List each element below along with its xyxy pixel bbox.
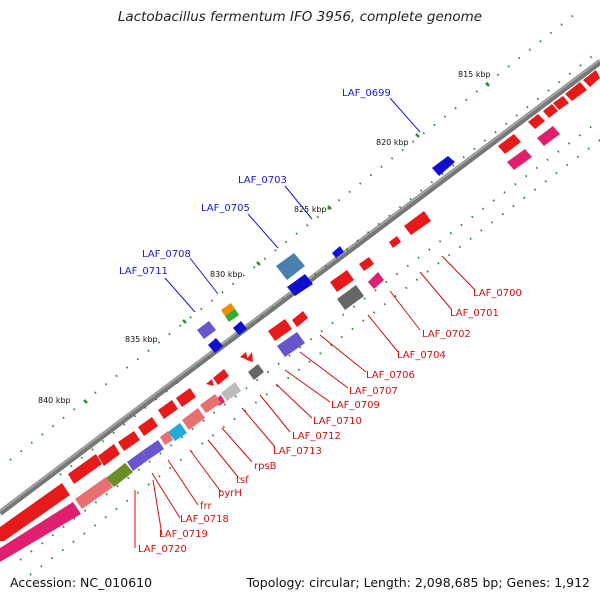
- tick-label-835: 835 kbp: [125, 335, 158, 344]
- map-title: Lactobacillus fermentum IFO 3956, comple…: [117, 9, 483, 25]
- label-LAF_0707: LAF_0707: [349, 386, 398, 397]
- tick-label-840: 840 kbp: [38, 396, 71, 405]
- tick-label-830: 830 kbp: [210, 270, 243, 279]
- label-LAF_0699: LAF_0699: [342, 88, 391, 99]
- tick-label-815: 815 kbp: [458, 70, 491, 79]
- gene-LAF_0719[interactable]: [106, 463, 133, 487]
- gene-LAF_0702[interactable]: [359, 257, 374, 271]
- tick-marks: [83, 82, 490, 404]
- label-LAF_0701: LAF_0701: [450, 308, 499, 319]
- gene-LAF_0706[interactable]: [337, 285, 364, 310]
- gene-LAF_0703[interactable]: [332, 246, 344, 258]
- gene-LAF_0700[interactable]: [404, 211, 431, 235]
- gene-LAF_0713[interactable]: [221, 382, 241, 401]
- gene-LAF_0710[interactable]: [246, 352, 253, 362]
- gene-LAF_0707[interactable]: [268, 319, 292, 341]
- accession-text: Accession: NC_010610: [10, 575, 153, 590]
- label-LAF_0703: LAF_0703: [238, 175, 287, 186]
- label-LAF_0720: LAF_0720: [138, 544, 187, 555]
- gene-frr[interactable]: [160, 431, 173, 445]
- genes-upper: [197, 156, 455, 353]
- label-pyrH: pyrH: [218, 488, 242, 499]
- gene-pyrH[interactable]: [168, 423, 187, 441]
- label-rpsB: rpsB: [254, 461, 277, 472]
- label-LAF_0719: LAF_0719: [159, 529, 208, 540]
- gene-LAF_0708[interactable]: [221, 303, 235, 316]
- label-LAF_0700: LAF_0700: [473, 288, 522, 299]
- gene-tsf[interactable]: [182, 408, 205, 430]
- label-LAF_0708: LAF_0708: [142, 249, 191, 260]
- leader-lines-lower: [134, 255, 476, 548]
- gene-LAF_0711[interactable]: [197, 321, 216, 339]
- label-LAF_0710: LAF_0710: [313, 416, 362, 427]
- gene-LAF_0709[interactable]: [240, 352, 248, 360]
- tick-label-820: 820 kbp: [376, 138, 409, 147]
- label-LAF_0702: LAF_0702: [422, 329, 471, 340]
- gene-LAF_0704[interactable]: [330, 270, 354, 292]
- label-LAF_0704: LAF_0704: [397, 350, 446, 361]
- genes-lower: [0, 70, 600, 562]
- gene-rpsB[interactable]: [200, 394, 221, 413]
- gene-LAF_0720[interactable]: [0, 483, 70, 541]
- label-LAF_0712: LAF_0712: [292, 431, 341, 442]
- genome-summary-text: Topology: circular; Length: 2,098,685 bp…: [246, 575, 590, 590]
- label-LAF_0705: LAF_0705: [201, 203, 250, 214]
- gene-LAF_0701[interactable]: [389, 236, 401, 248]
- label-LAF_0709: LAF_0709: [331, 400, 380, 411]
- label-LAF_0718: LAF_0718: [180, 514, 229, 525]
- gene-LAF_0718[interactable]: [142, 440, 164, 460]
- label-tsf: tsf: [236, 475, 249, 486]
- gene-LAF_0712[interactable]: [213, 369, 229, 385]
- gene-LAF_0705[interactable]: [276, 253, 305, 280]
- label-LAF_0706: LAF_0706: [366, 370, 415, 381]
- label-LAF_0713: LAF_0713: [273, 446, 322, 457]
- label-frr: frr: [200, 501, 212, 512]
- gene-LAF_0699[interactable]: [432, 156, 455, 176]
- tick-label-825: 825 kbp: [294, 205, 327, 214]
- leader-lines-upper: [164, 97, 421, 313]
- label-LAF_0711: LAF_0711: [119, 266, 168, 277]
